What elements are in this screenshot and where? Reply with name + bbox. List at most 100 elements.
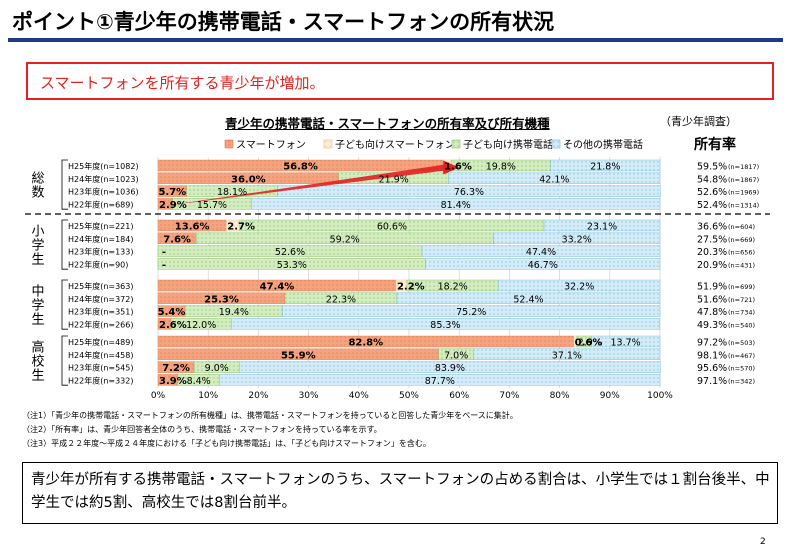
chart-title: 青少年の携帯電話・スマートフォンの所有率及び所有機種 (225, 116, 550, 131)
chart-legend: スマートフォン 子ども向けスマートフォン 子ども向け携帯電話 その他の携帯電話 (224, 138, 643, 151)
data-label: 32.2% (564, 282, 594, 293)
data-label: 76.3% (454, 187, 484, 198)
row-label: H22年度(n=689) (68, 199, 133, 209)
own-rate-value: 97.2% (697, 338, 727, 349)
x-tick-label: 100% (647, 391, 673, 401)
own-rate-n: (n=721) (728, 296, 755, 304)
row-label: H25年度(n=363) (68, 281, 133, 291)
row-label: H22年度(n=90) (68, 259, 128, 269)
data-label: 2.9% (159, 200, 187, 211)
own-rate-n: (n=1867) (728, 176, 759, 184)
row-label: H22年度(n=266) (68, 319, 133, 329)
own-rate-n: (n=1817) (728, 163, 759, 171)
data-label: 87.7% (425, 376, 455, 387)
bar-segment (425, 258, 661, 270)
data-label: 2.6% (159, 320, 187, 331)
data-label: 25.3% (204, 294, 239, 305)
x-tick-label: 90% (600, 391, 620, 401)
bar-segment (591, 335, 661, 348)
footnote-1: （注1）「青少年の携帯電話・スマートフォンの所有機種」は、携帯電話・スマートフォ… (22, 411, 518, 420)
data-label: 18.2% (438, 282, 468, 293)
page-number: 2 (760, 537, 766, 547)
group-label-char: 中 (31, 285, 44, 300)
data-label: 75.2% (456, 307, 486, 318)
data-label: 55.9% (281, 350, 316, 361)
data-label: - (162, 260, 166, 271)
data-label: 8.4% (187, 376, 211, 387)
x-tick-label: 50% (399, 391, 419, 401)
data-label: 33.2% (562, 234, 592, 245)
row-label: H25年度(n=221) (68, 221, 133, 231)
bar-segment (543, 219, 661, 232)
data-label: 5.7% (158, 187, 186, 198)
group-bracket (61, 159, 68, 210)
own-rate-value: 20.9% (697, 260, 727, 271)
x-tick-label: 60% (449, 391, 469, 401)
data-label: 56.8% (283, 162, 318, 173)
summary-text: 青少年が所有する携帯電話・スマートフォンのうち、スマートフォンの占める割合は、小… (31, 472, 770, 511)
own-rate-n: (n=699) (728, 283, 755, 291)
own-rate-n: (n=1969) (728, 189, 759, 197)
bar-segment (396, 292, 661, 304)
highlight-box: スマートフォンを所有する青少年が増加。 (26, 62, 774, 100)
data-label: 46.7% (528, 260, 558, 271)
data-label: 52.4% (513, 294, 543, 305)
row-label: H24年度(n=1023) (68, 174, 139, 184)
data-label: 21.8% (590, 162, 620, 173)
group-label-char: 総 (31, 172, 44, 187)
row-label: H24年度(n=184) (68, 234, 133, 244)
data-label: 47.4% (260, 282, 295, 293)
data-label: 59.2% (330, 234, 360, 245)
data-label: 37.1% (552, 350, 582, 361)
data-label: 12.0% (186, 320, 216, 331)
data-label: 60.6% (377, 222, 407, 233)
data-label: 18.1% (217, 187, 247, 198)
group-bracket (61, 219, 68, 270)
own-rate-n: (n=604) (728, 223, 755, 231)
group-label-char: 学 (31, 238, 44, 254)
footnote-3: （注3）平成２２年度～平成２４年度における「子ども向け携帯電話」は、「子ども向け… (22, 439, 431, 448)
own-rate-value: 98.1% (697, 350, 727, 361)
legend-swatch-3 (551, 139, 561, 149)
survey-note: （青少年調査） (660, 115, 737, 128)
data-label: 2.9% (578, 338, 602, 349)
legend-label-1: 子ども向けスマートフォン (335, 138, 455, 151)
ownership-chart: スマートフォン 子ども向けスマートフォン 子ども向け携帯電話 その他の携帯電話 総数 H… (25, 138, 770, 401)
data-label: 3.9% (159, 376, 187, 387)
own-rate-value: 54.8% (697, 174, 727, 185)
data-label: 85.3% (430, 320, 460, 331)
bar-segment (231, 318, 660, 330)
own-rate-value: 36.6% (697, 222, 727, 233)
group-label-char: 学 (31, 298, 44, 314)
legend-label-2: 子ども向け携帯電話 (463, 138, 553, 151)
bar-segment (448, 172, 661, 185)
row-label: H23年度(n=133) (68, 247, 133, 257)
group-bracket (61, 335, 68, 386)
own-rate-value: 59.5% (697, 162, 727, 173)
data-label: 19.8% (486, 162, 516, 173)
row-label: H23年度(n=351) (68, 307, 133, 317)
group-label-char: 高 (31, 340, 44, 356)
row-label: H25年度(n=489) (68, 337, 133, 347)
x-tick-label: 80% (550, 391, 570, 401)
data-label: 83.9% (435, 363, 465, 374)
data-label: 82.8% (348, 338, 383, 349)
own-rate-n: (n=734) (728, 309, 755, 317)
legend-swatch-1 (323, 139, 333, 149)
data-label: 81.4% (441, 200, 471, 211)
x-tick-label: 10% (198, 391, 218, 401)
bar-segment (493, 232, 661, 245)
own-rate-n: (n=656) (728, 249, 755, 257)
group-label-char: 数 (31, 186, 44, 201)
data-label: 23.1% (587, 222, 617, 233)
own-rate-value: 52.6% (697, 187, 727, 198)
legend-label-3: その他の携帯電話 (563, 138, 643, 151)
data-label: 7.0% (444, 350, 468, 361)
own-rate-n: (n=540) (728, 321, 755, 329)
own-rate-value: 52.4% (697, 200, 727, 211)
own-rate-value: 47.8% (697, 307, 727, 318)
highlight-text: スマートフォンを所有する青少年が増加。 (40, 74, 325, 92)
data-label: 21.9% (379, 174, 409, 185)
bar-segment (498, 279, 661, 292)
